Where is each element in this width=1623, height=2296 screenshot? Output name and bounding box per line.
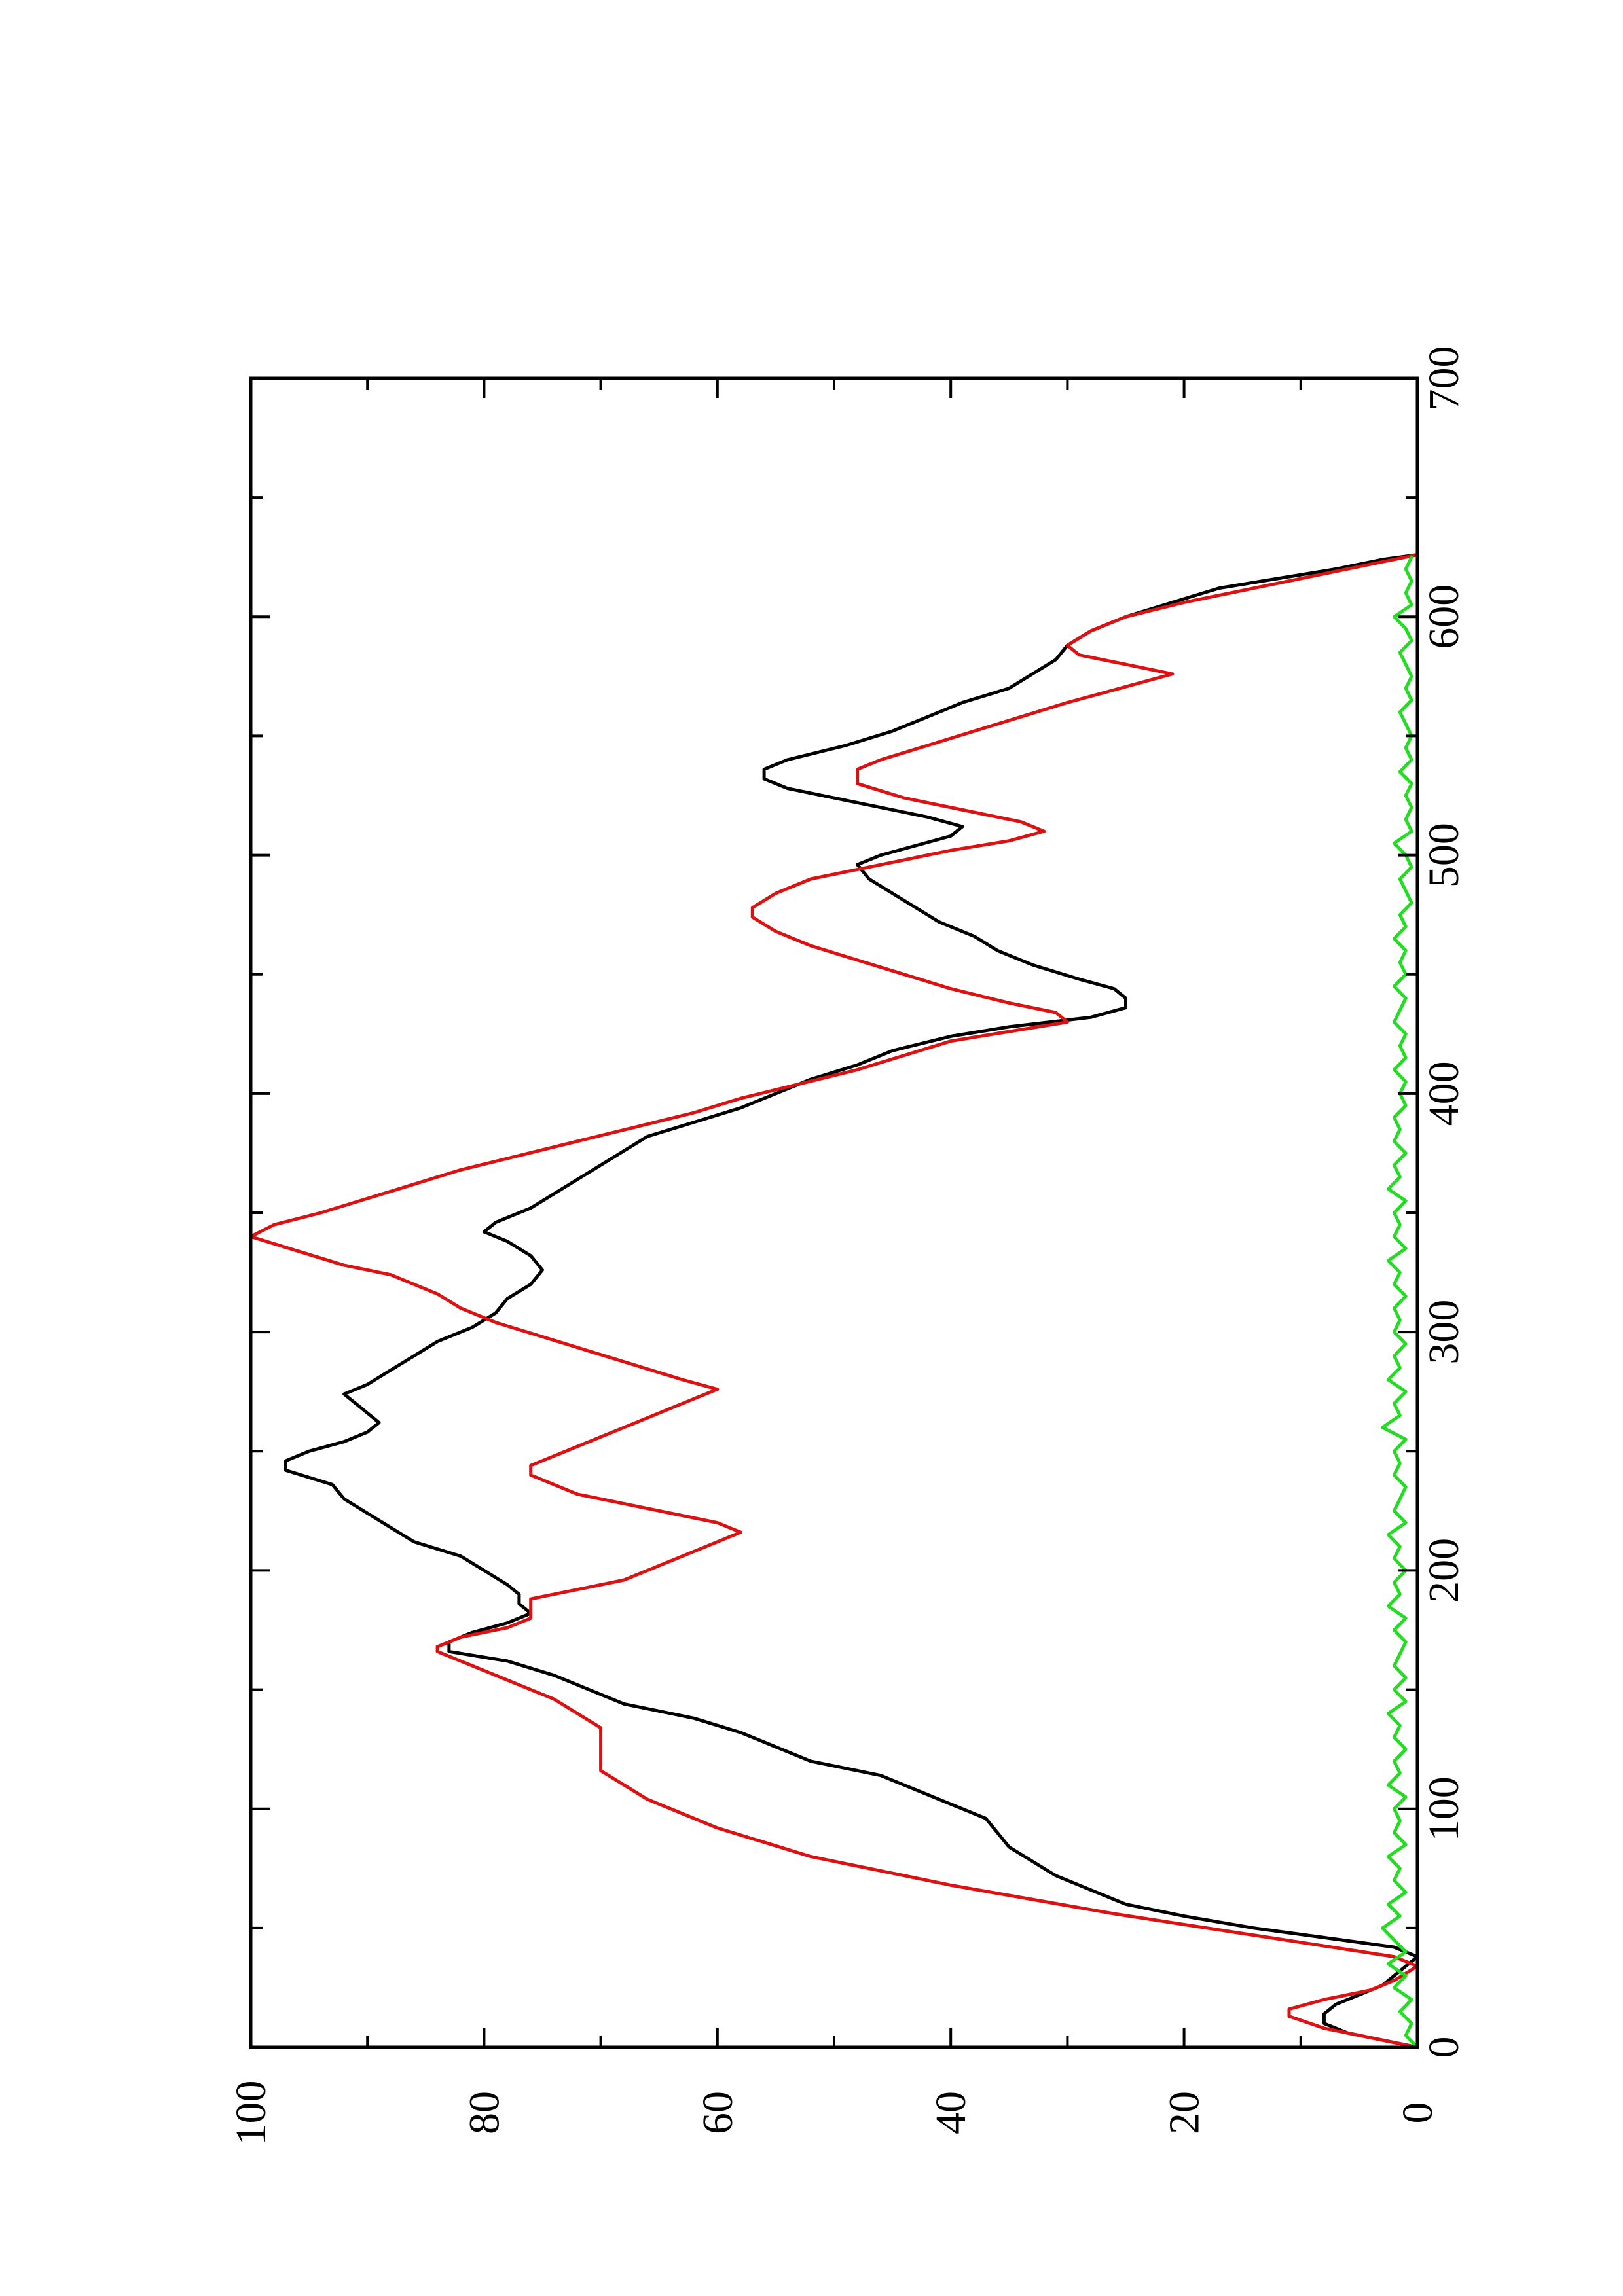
y-tick-label: 60 xyxy=(694,2091,742,2134)
y-tick-label: 20 xyxy=(1161,2091,1209,2134)
y-tick-label: 0 xyxy=(1394,2102,1442,2124)
x-tick-label: 200 xyxy=(1420,1538,1468,1603)
x-tick-label: 600 xyxy=(1420,584,1468,649)
labels-layer: 0 100 200 300 400 500 600 700 0 20 40 60 80 100 xyxy=(227,346,1468,2145)
x-tick-label: 400 xyxy=(1420,1061,1468,1126)
y-tick-label: 80 xyxy=(460,2091,508,2134)
x-tick-label: 100 xyxy=(1420,1776,1468,1841)
y-tick-label: 100 xyxy=(227,2081,275,2145)
y-tick-label: 40 xyxy=(927,2091,975,2134)
plot-frame xyxy=(249,376,1419,2049)
series-line-1 xyxy=(284,553,1419,2049)
x-tick-label: 0 xyxy=(1420,2037,1468,2058)
x-tick-label: 500 xyxy=(1420,823,1468,888)
series-line-2 xyxy=(249,553,1419,2049)
series-line-3 xyxy=(1381,555,1419,2049)
ticks-layer xyxy=(249,377,1419,2049)
x-tick-label: 700 xyxy=(1420,346,1468,411)
series-layer xyxy=(249,553,1419,2049)
x-tick-label: 300 xyxy=(1420,1300,1468,1365)
